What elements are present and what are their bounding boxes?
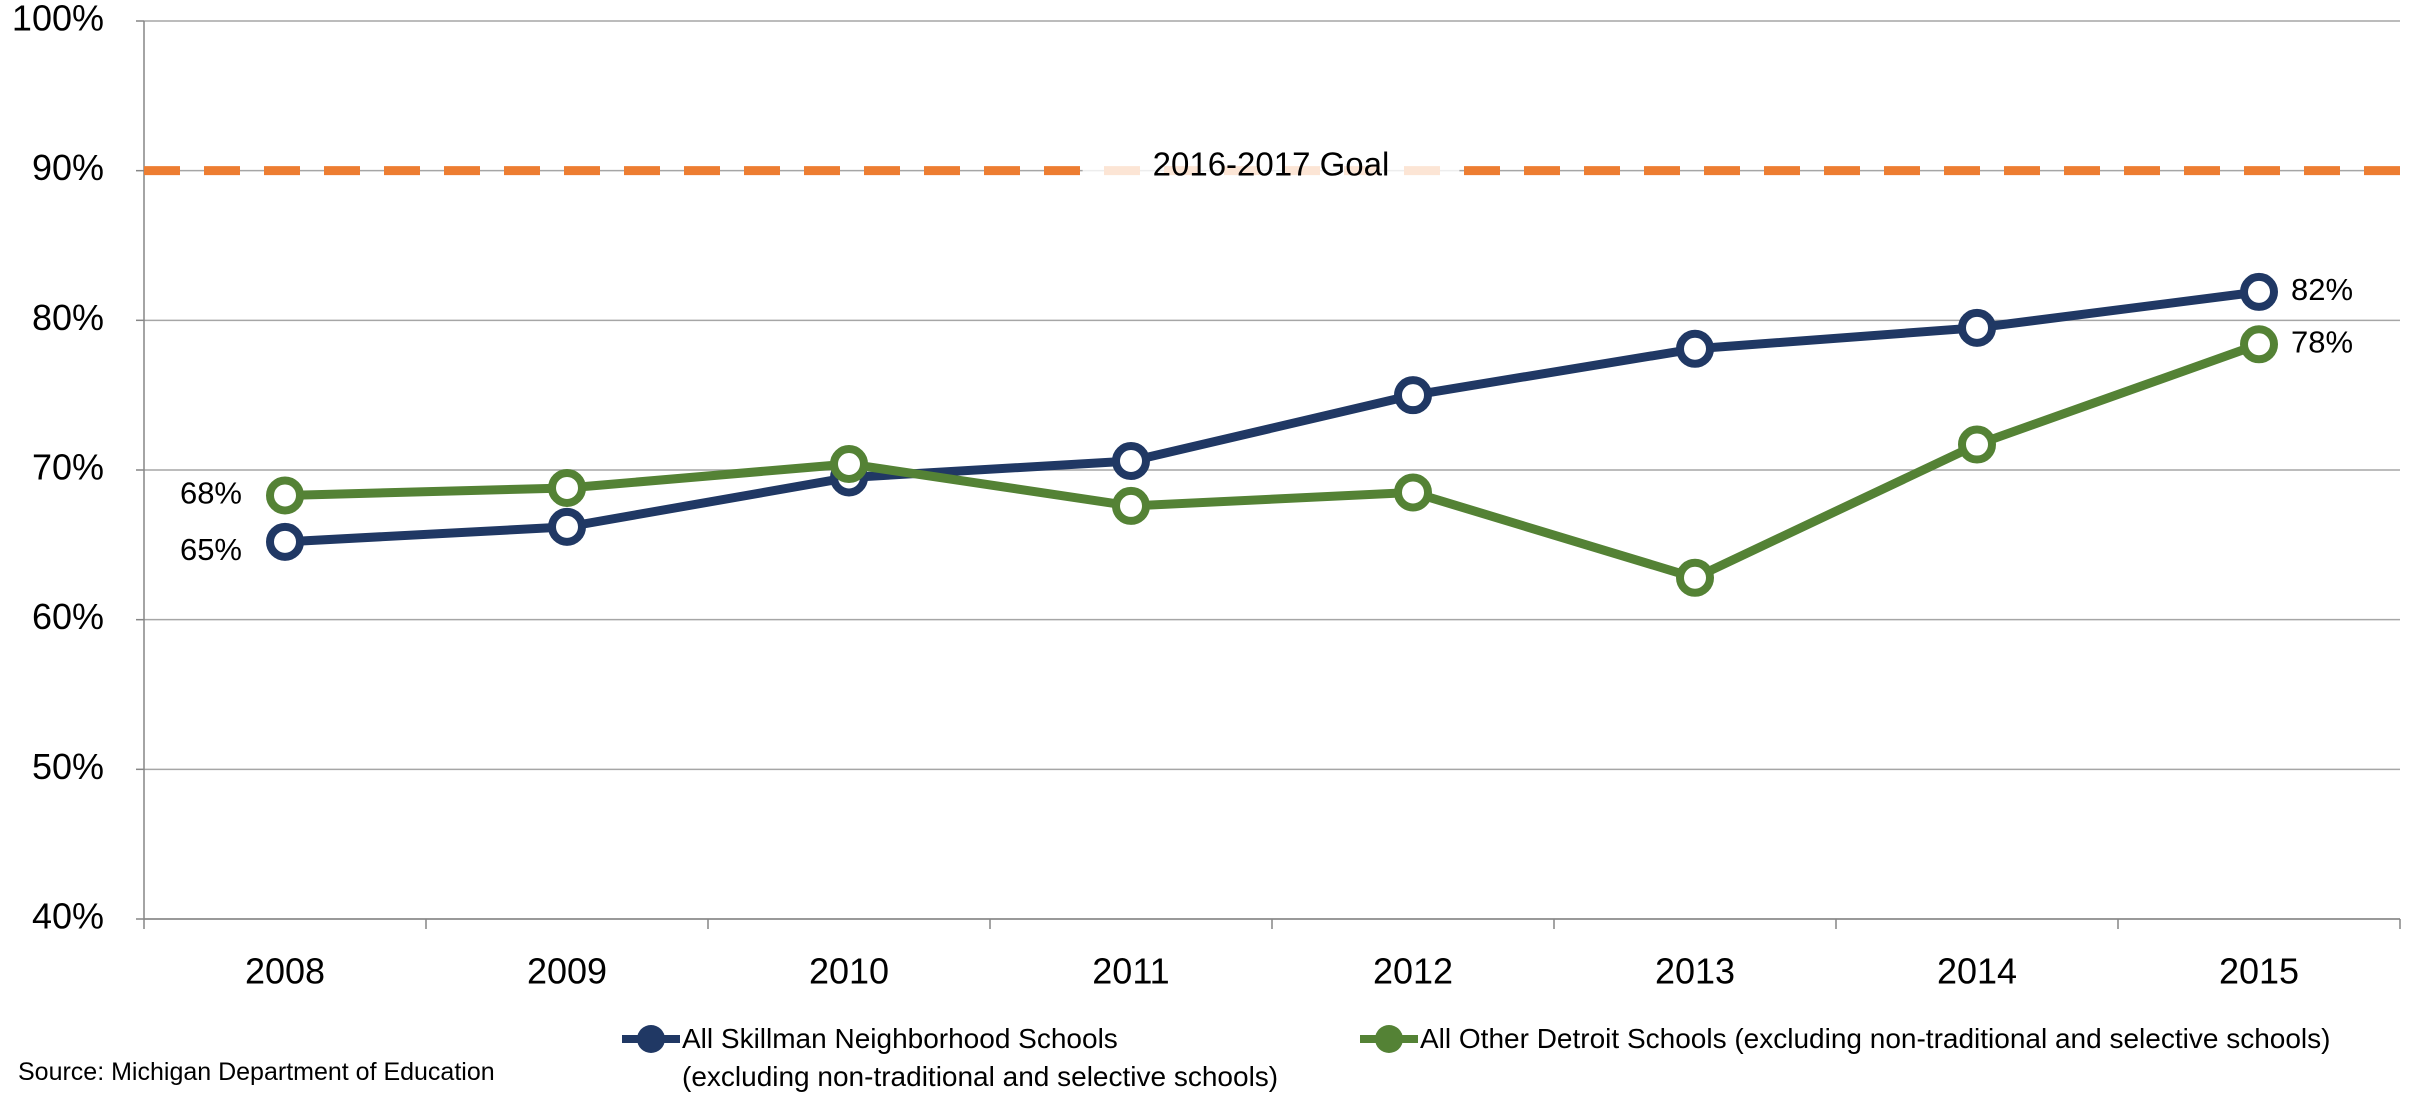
data-point — [548, 507, 586, 546]
data-point — [1676, 558, 1714, 597]
x-tick-label: 2009 — [527, 951, 607, 992]
legend-swatch — [622, 1025, 680, 1053]
x-tick-label: 2014 — [1937, 951, 2017, 992]
data-point — [1676, 329, 1714, 368]
x-tick-label: 2008 — [245, 951, 325, 992]
data-label: 82% — [2291, 272, 2353, 307]
data-point — [1112, 486, 1150, 525]
data-point — [2240, 325, 2278, 364]
goal-label-bg — [1082, 162, 1460, 179]
legend-label: All Skillman Neighborhood Schools (exclu… — [682, 1023, 1279, 1092]
data-point — [1394, 473, 1432, 512]
legend-item: All Skillman Neighborhood Schools (exclu… — [620, 1020, 1278, 1096]
x-tick-label: 2010 — [809, 951, 889, 992]
data-point — [266, 476, 304, 515]
goal-label: 2016-2017 Goal — [1153, 145, 1390, 182]
data-label: 65% — [180, 532, 242, 567]
data-point — [1958, 308, 1996, 347]
y-tick-label: 90% — [32, 147, 104, 188]
data-point — [548, 468, 586, 507]
x-tick-label: 2013 — [1655, 951, 1735, 992]
legend-item: All Other Detroit Schools (excluding non… — [1358, 1020, 2330, 1058]
x-tick-label: 2015 — [2219, 951, 2299, 992]
data-label: 78% — [2291, 324, 2353, 359]
data-point — [266, 522, 304, 561]
x-tick-label: 2012 — [1373, 951, 1453, 992]
data-point — [2240, 272, 2278, 311]
source-note: Source: Michigan Department of Education — [18, 1058, 495, 1086]
legend-marker — [637, 1025, 665, 1053]
y-tick-label: 60% — [32, 596, 104, 637]
y-tick-label: 40% — [32, 896, 104, 937]
data-label: 68% — [180, 476, 242, 511]
y-tick-label: 100% — [12, 0, 104, 39]
data-point — [1958, 425, 1996, 464]
legend-label: All Other Detroit Schools (excluding non… — [1420, 1023, 2331, 1054]
series-line — [284, 340, 2261, 583]
series-line — [284, 287, 2260, 547]
legend-swatch — [1360, 1025, 1418, 1053]
data-point — [1112, 442, 1150, 481]
y-tick-label: 80% — [32, 297, 104, 338]
y-tick-label: 70% — [32, 447, 104, 488]
x-tick-label: 2011 — [1092, 951, 1169, 992]
y-tick-label: 50% — [32, 746, 104, 787]
data-point — [830, 445, 868, 484]
data-point — [1394, 376, 1432, 415]
legend-marker — [1375, 1025, 1403, 1053]
